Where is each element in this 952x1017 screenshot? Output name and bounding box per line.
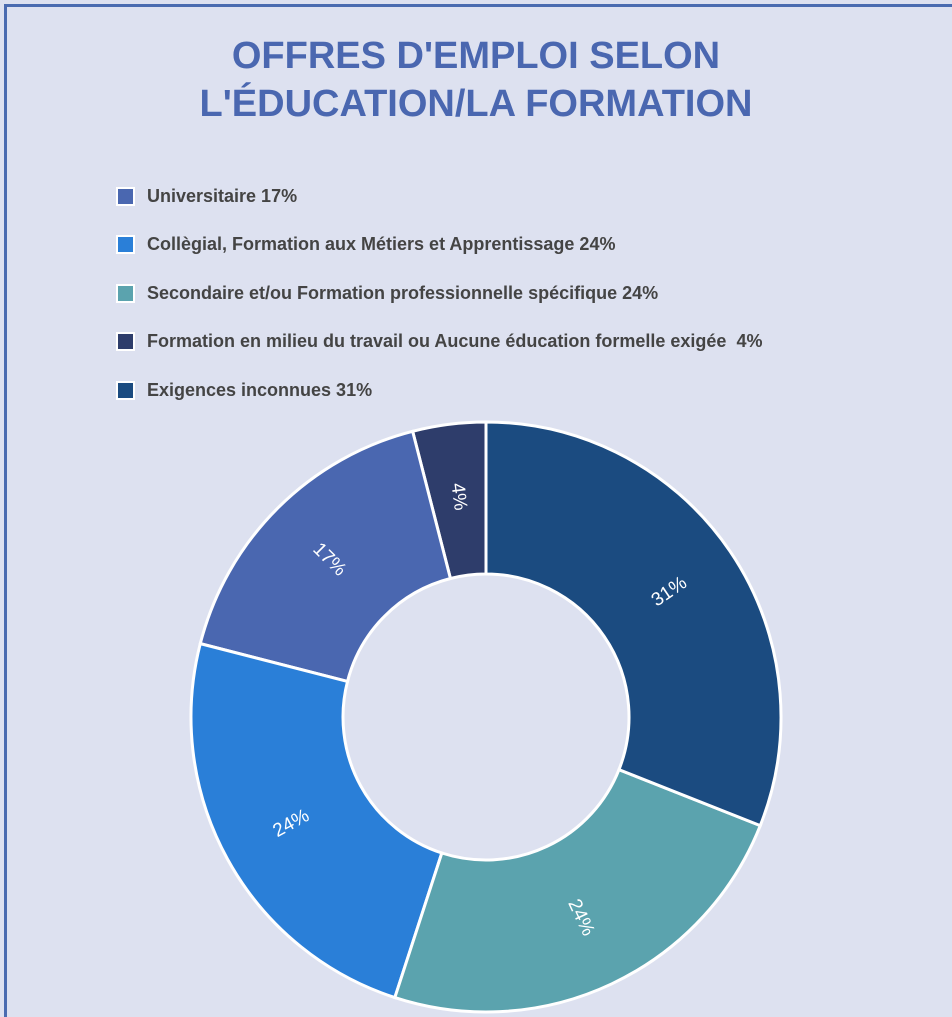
legend-label: Exigences inconnues 31% — [147, 379, 373, 400]
legend-item: Exigences inconnues 31% — [116, 366, 762, 415]
slice — [189, 641, 444, 1000]
legend-label: Universitaire 17% — [147, 185, 298, 206]
legend-item: Universitaire 17% — [116, 172, 762, 221]
slice — [198, 429, 453, 684]
slice — [392, 767, 763, 1014]
legend-item: Secondaire et/ou Formation professionnel… — [116, 269, 762, 318]
legend-swatch — [116, 332, 135, 352]
frame — [4, 4, 952, 7]
legend-swatch — [116, 283, 135, 303]
legend-swatch — [116, 380, 135, 400]
chart-title: OFFRES D'EMPLOI SELON L'ÉDUCATION/LA FOR… — [199, 35, 753, 125]
data-label: 4% — [447, 482, 471, 512]
legend-item: Formation en milieu du travail ou Aucune… — [116, 318, 762, 367]
slice — [484, 420, 783, 828]
legend-swatch — [116, 235, 135, 255]
legend-label: Secondaire et/ou Formation professionnel… — [147, 282, 659, 303]
legend: Universitaire 17% Collègial, Formation au… — [116, 172, 762, 415]
legend-label: Formation en milieu du travail ou Aucune… — [147, 331, 763, 352]
frame — [4, 4, 7, 1017]
legend-item: Collègial, Formation aux Métiers et Appr… — [116, 221, 762, 270]
legend-label: Collègial, Formation aux Métiers et Appr… — [147, 234, 616, 255]
legend-swatch — [116, 186, 135, 206]
